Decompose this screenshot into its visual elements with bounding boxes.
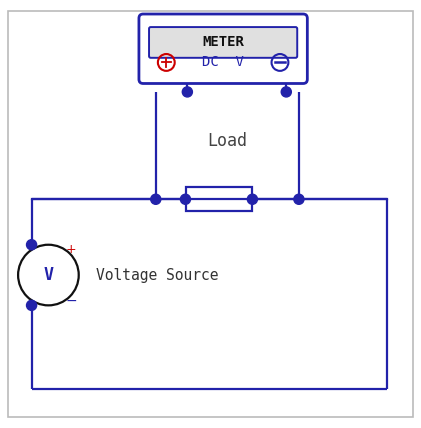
Circle shape	[180, 194, 190, 204]
FancyBboxPatch shape	[149, 27, 297, 58]
Circle shape	[151, 194, 161, 204]
Text: Voltage Source: Voltage Source	[96, 268, 218, 282]
Circle shape	[27, 300, 37, 310]
FancyBboxPatch shape	[139, 14, 307, 83]
Circle shape	[294, 194, 304, 204]
Text: DC  V: DC V	[202, 56, 244, 69]
Circle shape	[281, 87, 291, 97]
Circle shape	[248, 194, 257, 204]
Text: Load: Load	[207, 132, 248, 150]
Text: +: +	[66, 243, 77, 256]
Circle shape	[182, 87, 192, 97]
Text: METER: METER	[202, 36, 244, 50]
Text: −: −	[65, 294, 77, 308]
Bar	[186, 187, 252, 211]
Circle shape	[27, 240, 37, 250]
Text: V: V	[43, 266, 53, 284]
